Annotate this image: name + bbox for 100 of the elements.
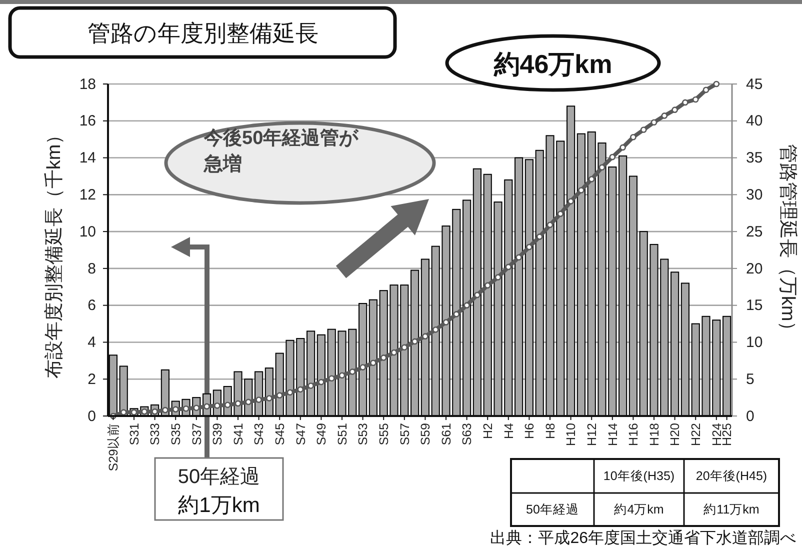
y2-tick-label: 10 (746, 334, 763, 352)
point (516, 254, 522, 261)
point (297, 386, 304, 393)
point (401, 344, 408, 351)
point (598, 164, 606, 171)
y-tick-label: 8 (88, 260, 96, 278)
point (588, 176, 595, 182)
point (578, 187, 584, 194)
x-tick-label: H14 (606, 422, 620, 446)
x-tick-label: S45 (272, 422, 287, 446)
point (526, 244, 532, 250)
point (609, 154, 616, 160)
point (640, 126, 647, 133)
y2-tick-label: 0 (746, 408, 754, 425)
y-tick-label: 10 (79, 223, 96, 240)
point (546, 222, 554, 228)
text: 20年後(H45) (696, 469, 768, 483)
point (308, 382, 314, 389)
x-tick-label: S59 (418, 422, 433, 446)
point (692, 96, 699, 103)
chart-title: 管路の年度別整備延長 (88, 20, 318, 46)
text: 約4万km (614, 502, 664, 516)
y-tick-label: 18 (79, 76, 96, 93)
x-tick-label: H10 (564, 422, 578, 446)
point (349, 368, 356, 375)
point (474, 292, 480, 298)
x-tick-label: H12 (584, 422, 599, 446)
y-tick-label: 2 (88, 370, 96, 388)
text: 約11万km (704, 502, 760, 516)
point (630, 134, 636, 140)
y-tick-label: 12 (79, 186, 96, 204)
point (422, 333, 428, 340)
point (661, 112, 668, 119)
x-tick-label: S47 (294, 422, 308, 446)
source-note: 出典：平成26年度国土交通省下水道部調べ (490, 529, 796, 547)
point (453, 311, 460, 318)
point (568, 198, 574, 204)
point (484, 282, 491, 289)
point (318, 378, 324, 386)
point (505, 264, 512, 270)
point (432, 326, 439, 333)
point (360, 364, 366, 370)
point (214, 402, 220, 409)
point (536, 234, 543, 240)
x-tick-label: S29以前 (106, 423, 121, 472)
point (442, 319, 450, 326)
point (256, 396, 262, 403)
x-tick-label: H6 (522, 422, 537, 439)
y-tick-label: 0 (88, 408, 96, 425)
x-tick-label: S55 (376, 422, 391, 446)
x-tick-label: H8 (543, 422, 558, 439)
point (120, 409, 127, 416)
x-tick-label: S51 (335, 422, 350, 446)
y2-tick-label: 45 (746, 76, 763, 93)
y2-tick-label: 25 (746, 223, 763, 240)
text: 50年経過 (526, 502, 579, 516)
point (338, 372, 346, 379)
point (276, 392, 283, 399)
annotation: 今後50年経過管が急増 (203, 127, 360, 175)
x-tick-label: S63 (460, 422, 474, 446)
text: 約46万km (492, 49, 612, 79)
point (702, 86, 710, 94)
y2-axis-title: 管路管理延長（万km） (778, 144, 798, 340)
x-tick-label: S41 (231, 422, 246, 446)
x-tick-label: S39 (210, 422, 225, 446)
point (328, 375, 335, 382)
y2-tick-label: 35 (746, 150, 763, 167)
x-tick-label: S31 (127, 422, 142, 446)
point (412, 338, 418, 345)
x-tick-label: S43 (252, 422, 266, 446)
point (224, 402, 231, 408)
y2-tick-label: 40 (746, 112, 763, 130)
x-tick-label: H4 (502, 422, 516, 439)
y2-tick-label: 20 (746, 260, 763, 278)
x-tick-label: H2 (480, 422, 495, 439)
point (464, 302, 470, 308)
x-tick-label: S53 (356, 422, 370, 446)
point (672, 106, 678, 113)
point (245, 398, 252, 406)
x-tick-label: S37 (190, 422, 204, 446)
y-tick-label: 16 (79, 112, 96, 130)
x-tick-label: S57 (398, 422, 412, 446)
text: 約1万km (178, 494, 260, 516)
y-tick-label: 4 (88, 334, 96, 352)
y2-tick-label: 30 (746, 186, 763, 204)
point (234, 400, 242, 407)
y-axis-title: 布設年度別整備延長（千km） (42, 125, 64, 379)
point (620, 144, 626, 151)
x-tick-label: S61 (439, 422, 454, 446)
x-tick-label: H16 (626, 422, 641, 446)
point (713, 80, 720, 88)
x-tick-label: S33 (148, 422, 162, 446)
point (370, 360, 376, 366)
point (286, 389, 294, 396)
x-tick-label: H18 (647, 422, 662, 446)
point (557, 210, 564, 218)
text: 10年後(H35) (603, 469, 675, 483)
x-tick-label: S49 (314, 422, 329, 446)
point (650, 119, 658, 126)
y-tick-label: 14 (79, 150, 96, 167)
